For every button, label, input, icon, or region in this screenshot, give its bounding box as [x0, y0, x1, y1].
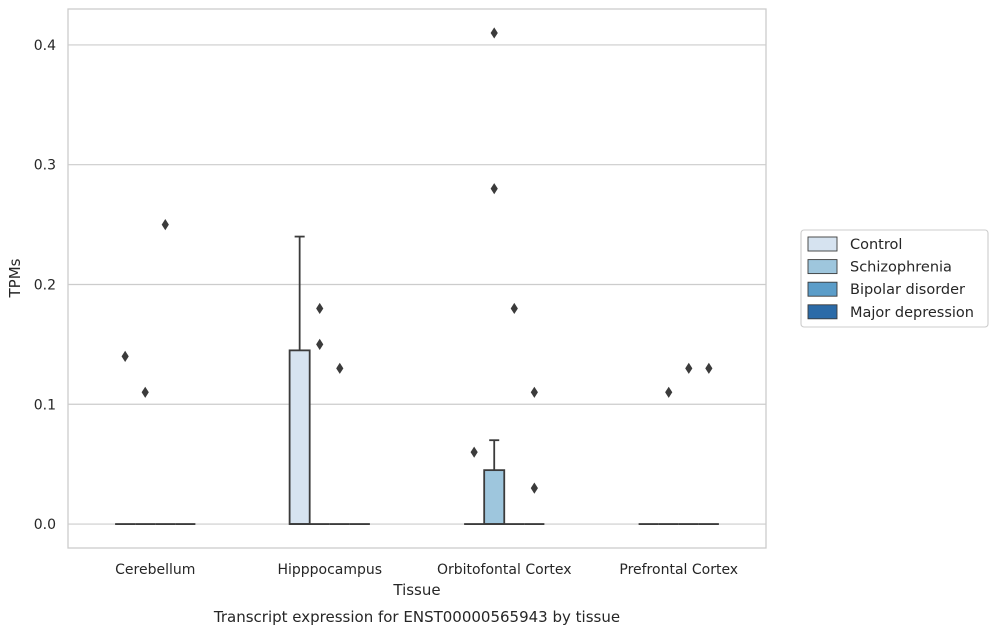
outlier-point: [316, 302, 324, 315]
outlier-point: [490, 27, 498, 39]
legend-label: Schizophrenia: [850, 260, 952, 276]
y-tick-label: 0.2: [34, 277, 56, 293]
box-schizophrenia: [135, 386, 156, 525]
outlier-point: [705, 362, 713, 374]
legend-label: Control: [850, 237, 902, 253]
box-schizophrenia: [483, 27, 506, 525]
boxes-layer: [115, 27, 719, 525]
outlier-point: [510, 302, 518, 315]
box-bipolar-disorder: [678, 362, 699, 525]
y-tick-label: 0.0: [34, 517, 56, 533]
legend-label: Major depression: [850, 305, 974, 321]
legend: Control Schizophrenia Bipolar disorder Majo…: [800, 229, 989, 328]
x-tick-label: Orbitofontal Cortex: [437, 562, 572, 578]
y-tick-label: 0.3: [34, 158, 56, 174]
box-schizophrenia: [309, 302, 330, 525]
legend-swatch: [807, 281, 838, 297]
outlier-point: [316, 338, 324, 350]
box-major-depression: [524, 386, 545, 525]
box-control: [115, 350, 136, 525]
box-bipolar-disorder: [329, 362, 350, 525]
x-tick-label: Hipppocampus: [277, 562, 382, 578]
outlier-point: [685, 362, 693, 374]
box-control: [288, 235, 311, 525]
outlier-point: [490, 183, 498, 195]
legend-swatch: [807, 304, 838, 320]
x-tick-label: Cerebellum: [115, 562, 195, 578]
grid-lines: [68, 44, 766, 525]
box-bipolar-disorder: [155, 219, 176, 525]
outlier-point: [530, 386, 538, 398]
x-axis-label: Tissue: [392, 581, 440, 599]
box-schizophrenia: [658, 386, 679, 525]
plot-frame: [67, 8, 767, 549]
chart-title: Transcript expression for ENST0000056594…: [213, 608, 620, 626]
y-tick-label: 0.4: [34, 38, 56, 54]
y-tick-labels: 0.0 0.1 0.2 0.3 0.4: [34, 38, 56, 533]
box-control: [464, 446, 485, 525]
legend-swatch: [807, 236, 838, 252]
legend-swatch: [807, 259, 838, 275]
x-tick-labels: Cerebellum Hipppocampus Orbitofontal Corte…: [115, 562, 738, 578]
outlier-point: [121, 350, 129, 362]
outlier-point: [336, 362, 344, 374]
box-major-depression: [698, 362, 719, 525]
legend-frame: [800, 229, 989, 328]
outlier-point: [665, 386, 673, 398]
y-axis-label: TPMs: [6, 258, 24, 298]
outlier-point: [141, 386, 149, 398]
outlier-point: [530, 482, 538, 494]
outlier-point: [161, 219, 169, 231]
legend-label: Bipolar disorder: [850, 282, 965, 298]
box-bipolar-disorder: [504, 302, 525, 525]
y-tick-label: 0.1: [34, 397, 56, 413]
x-tick-label: Prefrontal Cortex: [619, 562, 738, 578]
box-iqr: [483, 469, 506, 525]
outlier-point: [470, 446, 478, 458]
box-iqr: [288, 349, 311, 525]
